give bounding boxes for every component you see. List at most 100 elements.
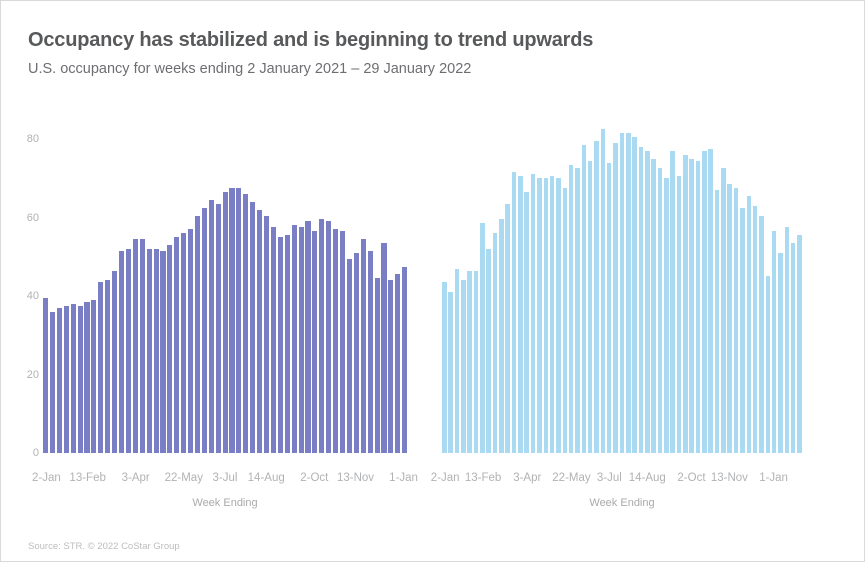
occupancy-bar [112, 270, 118, 453]
occupancy-bar [562, 188, 568, 453]
occupancy-bar [201, 207, 207, 453]
occupancy-bar [215, 203, 221, 453]
bar-plot-right [442, 129, 802, 453]
x-tick-label: 2-Jan [32, 472, 61, 484]
occupancy-bar [105, 280, 111, 453]
x-tick-label: 1-Jan [759, 472, 788, 484]
occupancy-bar [442, 282, 447, 453]
occupancy-bar [49, 311, 56, 453]
x-tick-label: 22-May [164, 472, 203, 484]
occupancy-bar [473, 270, 479, 453]
occupancy-bar [388, 280, 394, 453]
x-tick-label: 13-Feb [464, 472, 502, 484]
occupancy-bar [270, 227, 277, 453]
occupancy-bar [353, 252, 359, 453]
x-tick-label: 22-May [552, 472, 591, 484]
x-tick-label: 3-Apr [513, 472, 542, 484]
x-tick-label: 3-Jul [212, 472, 238, 484]
occupancy-bar [208, 199, 214, 453]
bar-plot-left [43, 139, 408, 453]
occupancy-bar [505, 203, 510, 453]
occupancy-bar [752, 205, 758, 453]
occupancy-bar [537, 178, 542, 453]
occupancy-bar [568, 164, 574, 453]
occupancy-bar [556, 178, 561, 453]
occupancy-bar [139, 239, 145, 453]
x-tick-label: 14-Aug [247, 472, 285, 484]
occupancy-bar [229, 188, 235, 453]
occupancy-bar [638, 146, 644, 453]
occupancy-bar [486, 248, 491, 453]
occupancy-bar [714, 190, 720, 453]
occupancy-bar [367, 250, 373, 453]
chart-title: Occupancy has stabilized and is beginnin… [28, 29, 594, 51]
x-tick-label: 13-Feb [69, 472, 106, 484]
occupancy-bar [606, 162, 612, 453]
x-tick-label: 1-Jan [389, 472, 418, 484]
y-tick-label: 0 [32, 447, 39, 459]
occupancy-bar [333, 229, 339, 453]
occupancy-bar [222, 192, 228, 453]
occupancy-bar [160, 250, 166, 453]
occupancy-bar [319, 219, 325, 453]
occupancy-bar [374, 278, 380, 453]
occupancy-bar [518, 176, 523, 453]
occupancy-bar [461, 280, 466, 453]
occupancy-bar [746, 195, 752, 453]
occupancy-bar [784, 227, 790, 453]
occupancy-bar [125, 248, 131, 453]
occupancy-bar [664, 178, 669, 453]
occupancy-bar [326, 221, 332, 453]
occupancy-bar [448, 292, 453, 453]
y-tick-label: 40 [26, 290, 39, 302]
occupancy-bar [797, 235, 802, 453]
occupancy-bar [181, 233, 187, 453]
occupancy-bar [381, 243, 387, 453]
x-tick-label: 3-Apr [121, 472, 150, 484]
occupancy-bar [670, 150, 675, 453]
occupancy-bar [63, 305, 69, 453]
occupancy-bar [594, 140, 599, 453]
occupancy-bar [360, 239, 366, 453]
occupancy-bar [530, 174, 536, 453]
y-tick-label: 20 [26, 368, 39, 381]
occupancy-bar [70, 303, 76, 453]
occupancy-bar [759, 215, 764, 453]
occupancy-bar [790, 243, 796, 453]
occupancy-bar [188, 229, 194, 453]
occupancy-bar [645, 150, 650, 453]
chart-subtitle: U.S. occupancy for weeks ending 2 Januar… [28, 61, 472, 77]
occupancy-bar [312, 231, 318, 453]
occupancy-bar [625, 133, 631, 453]
occupancy-bar [676, 176, 682, 453]
occupancy-bar [346, 258, 352, 453]
occupancy-bar [511, 172, 517, 453]
occupancy-bar [243, 193, 249, 453]
occupancy-bar [695, 160, 701, 453]
occupancy-bar [402, 266, 408, 453]
occupancy-bar [778, 252, 783, 453]
occupancy-bar [524, 192, 530, 453]
occupancy-bar [619, 133, 625, 453]
x-tick-label: 3-Jul [596, 472, 622, 484]
occupancy-bar [194, 215, 201, 453]
occupancy-bar [84, 301, 90, 453]
occupancy-bar [765, 276, 771, 453]
occupancy-bar [298, 227, 304, 453]
occupancy-bar [549, 176, 555, 453]
occupancy-bar [284, 235, 290, 453]
source-note: Source: STR. © 2022 CoStar Group [28, 541, 180, 552]
x-tick-label: 14-Aug [628, 472, 666, 484]
occupancy-bar [480, 223, 485, 453]
occupancy-bar [167, 244, 173, 453]
x-axis-title-right: Week Ending [589, 497, 655, 509]
occupancy-bar [587, 160, 593, 453]
x-tick-label: 2-Oct [300, 472, 329, 484]
occupancy-bar [575, 168, 580, 453]
occupancy-bar [454, 268, 460, 453]
occupancy-bar [708, 148, 713, 453]
y-tick-label: 80 [26, 133, 39, 145]
x-tick-label: 13-Nov [710, 472, 748, 484]
occupancy-bar [56, 307, 62, 453]
occupancy-bar [492, 233, 498, 453]
